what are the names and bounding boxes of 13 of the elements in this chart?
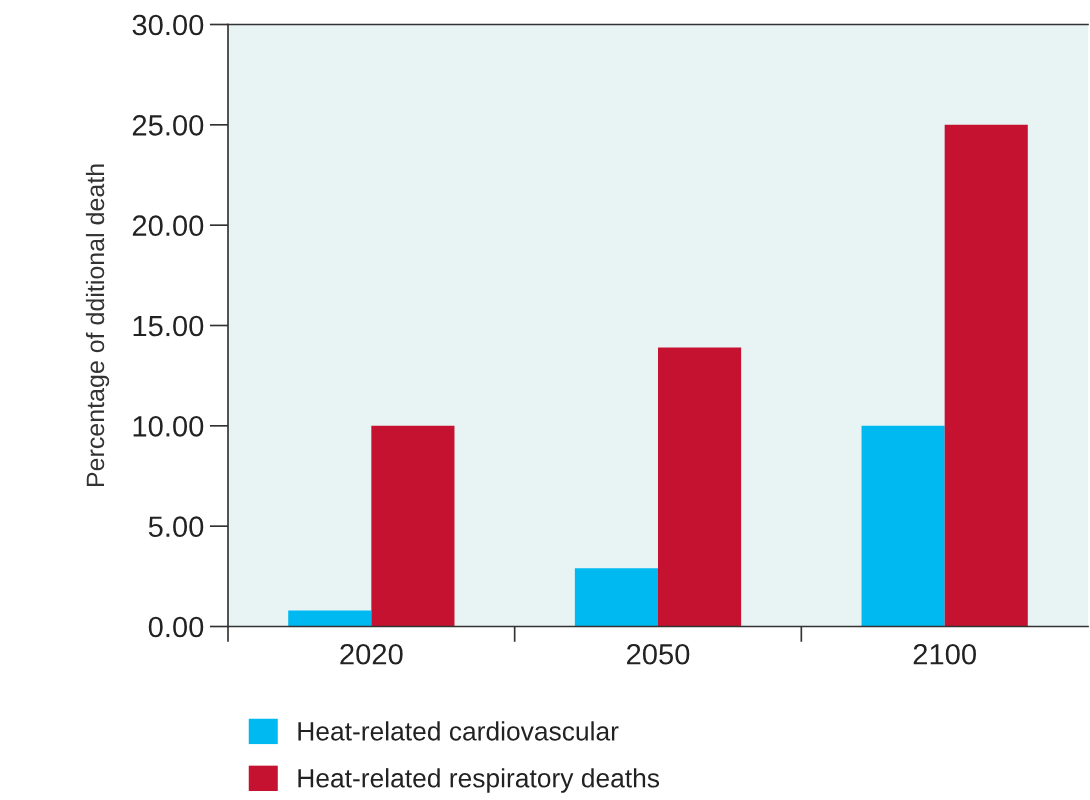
y-tick-label: 5.00	[148, 516, 204, 538]
legend-label: Heat-related respiratory deaths	[298, 768, 660, 793]
x-tick-label: 2020	[340, 643, 403, 665]
y-tick-label: 30.00	[132, 14, 204, 36]
y-tick-label: 25.00	[132, 115, 204, 136]
y-tick-label: 10.00	[133, 416, 204, 437]
y-axis-title: Percentage of dditional death	[85, 164, 110, 487]
y-tick-label: 0.00	[148, 616, 204, 638]
y-tick-label: 20.00	[132, 215, 204, 237]
y-tick-label: 15.00	[133, 315, 204, 337]
x-tick-label: 2100	[913, 643, 976, 665]
legend-label: Heat-related cardiovascular	[298, 721, 619, 741]
x-tick-label: 2050	[627, 643, 690, 665]
